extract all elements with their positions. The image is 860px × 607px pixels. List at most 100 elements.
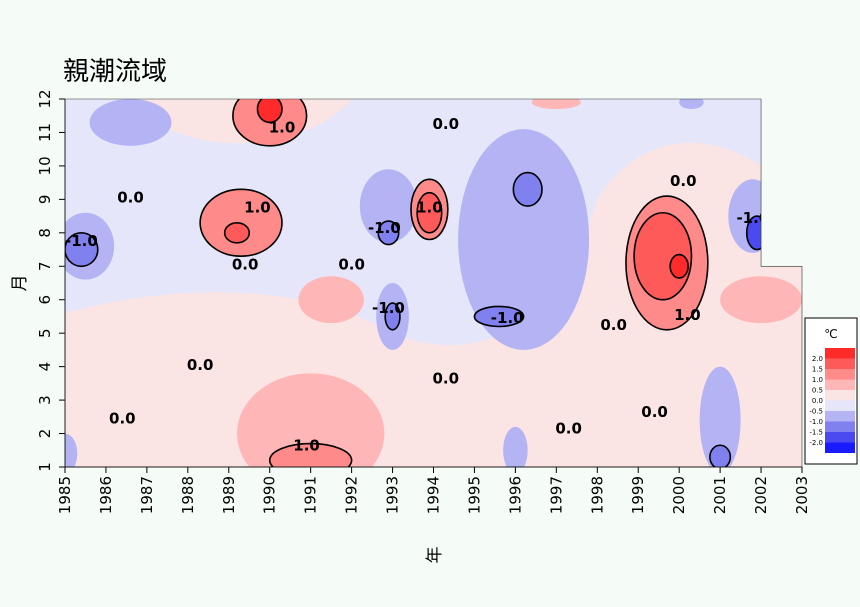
contour-region-22 [512,171,543,207]
legend-label: 1.0 [812,376,823,384]
x-tick-label: 1987 [138,476,156,514]
contour-region-23 [473,305,525,328]
contour-label: 0.0 [338,256,365,274]
x-tick-label: 2002 [752,476,770,514]
contour-region-18 [268,442,353,467]
legend-label: 0.0 [812,397,823,405]
contour-region-3 [720,276,802,324]
legend-swatch [825,369,855,380]
contour-region-4 [89,99,172,146]
contour-label: 0.0 [432,369,459,387]
x-axis: 1985 1986 1987 1988 1989 1990 1991 1992 1993 1994… [56,466,811,514]
contour-label: 0.0 [555,420,582,438]
legend-label: -2.0 [809,439,823,447]
legend-swatch [825,400,855,411]
y-tick-label: 11 [36,123,54,142]
contour-region-10 [699,366,741,467]
contour-label: 1.0 [244,199,271,217]
contour-label: 0.0 [109,410,136,428]
x-tick-label: 2000 [670,476,688,514]
y-tick-label: 1 [36,462,54,472]
contour-region-19 [65,232,99,268]
contour-label: 0.0 [432,115,459,133]
x-tick-label: 1998 [588,476,606,514]
contour-label: 1.0 [269,118,296,136]
x-tick-label: 2001 [711,476,729,514]
contour-region-25 [223,221,251,244]
contour-label: 0.0 [641,403,668,421]
contour-label: 0.0 [117,189,144,207]
contour-region-8 [458,129,590,350]
legend-swatch [825,432,855,443]
contour-region-20 [377,220,400,246]
contour-region-2 [531,99,581,110]
contour-region-21 [384,302,401,331]
chart-title: 親潮流域 [63,57,167,87]
legend-label: 0.5 [812,387,823,395]
x-tick-label: 1995 [465,476,483,514]
y-tick-label: 7 [36,261,54,271]
contour-label: -1.0 [368,219,401,237]
y-tick-label: 10 [36,156,54,175]
contour-region-30 [669,253,689,279]
y-tick-label: 12 [36,89,54,108]
x-tick-label: 1989 [220,476,238,514]
contour-label: 0.0 [600,316,627,334]
contour-region-12 [503,426,528,467]
legend: ℃ 2.0 1.5 1.0 0.5 0.0 -0.5 -1.0 -1.5 -2.0 [804,317,858,465]
legend-swatch [825,358,855,369]
contour-label: -1.0 [736,209,769,227]
x-tick-label: 1994 [425,476,443,514]
contour-region-6 [359,169,418,243]
y-axis-title: 月 [10,275,30,292]
legend-label: 2.0 [812,355,823,363]
contour-region-11 [65,433,78,467]
contour-label: -1.0 [65,232,98,250]
plot-border [64,98,803,468]
contour-label: 1.0 [293,436,320,454]
legend-swatch [825,442,855,453]
y-tick-label: 8 [36,228,54,238]
x-tick-label: 1988 [179,476,197,514]
y-tick-label: 5 [36,328,54,338]
x-tick-label: 2003 [793,476,811,514]
contour-label: -1.0 [491,309,524,327]
legend-label: -1.0 [809,418,823,426]
x-tick-label: 1996 [506,476,524,514]
x-tick-label: 1993 [384,476,402,514]
legend-label: -1.5 [809,429,823,437]
contour-region-1 [298,276,364,324]
legend-label: -0.5 [809,408,823,416]
x-axis-title: 年 [425,547,445,564]
x-tick-label: 1990 [261,476,279,514]
x-tick-label: 1986 [97,476,115,514]
contour-label: 1.0 [416,199,443,217]
x-tick-label: 1992 [343,476,361,514]
plot-area: 1.0 0.0 0.0 1.0 -1.0 0.0 0.0 -1.0 1.0 -1.0 -1.0 0.0… [65,99,802,467]
contour-label: 0.0 [670,172,697,190]
y-tick-label: 9 [36,195,54,205]
y-tick-label: 4 [36,362,54,372]
y-tick-label: 3 [36,395,54,405]
legend-label: 1.5 [812,366,823,374]
contour-region-29 [256,99,283,124]
y-tick-label: 6 [36,295,54,305]
contour-label: -1.0 [372,299,405,317]
contour-label: 0.0 [232,256,259,274]
legend-unit: ℃ [824,327,837,341]
legend-swatch [825,421,855,432]
contour-label: 0.0 [187,356,214,374]
x-tick-label: 1991 [302,476,320,514]
contour-region-26 [416,191,443,234]
contour-region-13 [679,99,704,110]
contour-region-0 [236,373,385,467]
x-tick-label: 1985 [56,476,74,514]
legend-swatch [825,348,855,359]
x-tick-label: 1999 [629,476,647,514]
legend-swatch [825,390,855,401]
field-band-positive [65,142,802,467]
contour-region-24 [709,444,732,467]
contour-label: 1.0 [674,306,701,324]
